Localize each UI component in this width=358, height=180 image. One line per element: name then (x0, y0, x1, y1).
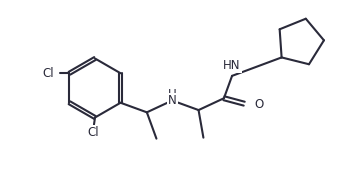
Text: O: O (254, 98, 263, 111)
Text: Cl: Cl (87, 126, 99, 139)
Text: HN: HN (223, 59, 241, 72)
Text: Cl: Cl (43, 67, 54, 80)
Text: H: H (168, 89, 176, 102)
Text: N: N (168, 94, 176, 107)
